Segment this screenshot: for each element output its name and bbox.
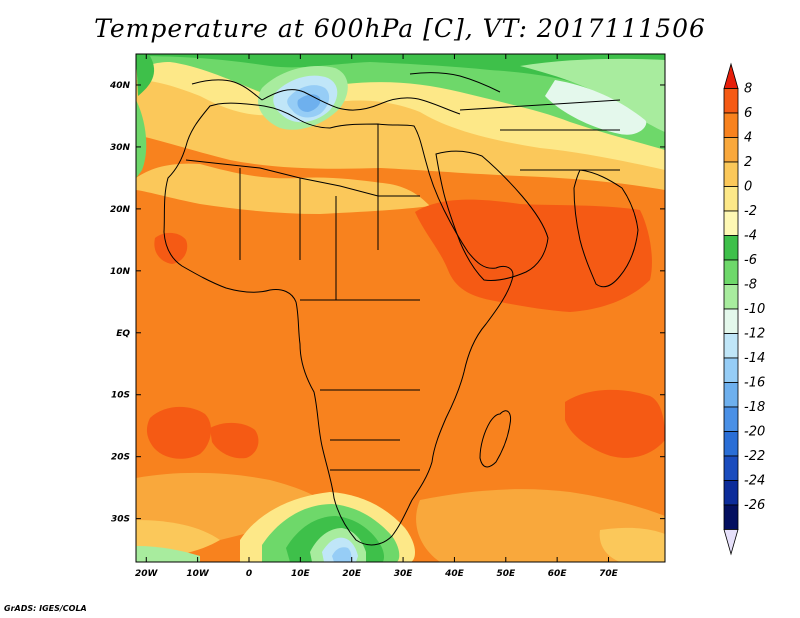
lon-tick-label: 20W [135, 569, 159, 579]
colorbar-label: -8 [744, 278, 757, 293]
colorbar-label: -18 [744, 400, 765, 415]
colorbar-label: 6 [744, 106, 752, 121]
lon-tick-label: 50E [496, 569, 516, 579]
colorbar-segment [723, 88, 739, 114]
colorbar-bottom-triangle [723, 529, 739, 556]
plot-frame [135, 53, 666, 563]
colorbar-segment [723, 210, 739, 236]
colorbar-segment [723, 431, 739, 457]
lat-tick-label: 30S [111, 515, 130, 525]
colorbar-segment [723, 308, 739, 334]
colorbar-label: -20 [744, 425, 765, 440]
colorbar-segment [723, 455, 739, 481]
lon-tick-label: 10E [291, 569, 311, 579]
colorbar-segment [723, 357, 739, 383]
latitude-axis: 40N 30N 20N 10N EQ 10S 20S 30S [109, 81, 665, 525]
colorbar-segment [723, 504, 739, 530]
lat-tick-label: 40N [109, 81, 131, 91]
colorbar-label: 0 [744, 180, 752, 195]
colorbar-segment [723, 186, 739, 212]
colorbar-label: -10 [744, 302, 765, 317]
colorbar-label: -22 [744, 449, 765, 464]
colorbar-segment [723, 480, 739, 506]
colorbar-segment [723, 161, 739, 187]
colorbar-label: -26 [744, 498, 765, 513]
map-title: Temperature at 600hPa [C], VT: 201711150… [94, 14, 706, 43]
colorbar-label: -6 [744, 253, 757, 268]
lon-tick-label: 60E [548, 569, 568, 579]
lat-tick-label: 20N [110, 205, 131, 215]
colorbar: 8 6 4 2 0 -2 -4 -6 -8 -10 -12 -14 -16 -18 -20 -22 -24 -26 [723, 62, 765, 556]
lat-tick-label: 10S [111, 391, 130, 401]
colorbar-label: 4 [744, 131, 752, 146]
lat-tick-label: EQ [116, 329, 130, 339]
credit-text: GrADS: IGES/COLA [4, 604, 87, 613]
colorbar-top-triangle [723, 62, 739, 89]
colorbar-label: 8 [744, 82, 752, 97]
colorbar-label: -12 [744, 327, 765, 342]
colorbar-segment [723, 406, 739, 432]
colorbar-label: -24 [744, 474, 765, 489]
lon-tick-label: 30E [394, 569, 414, 579]
lon-tick-label: 70E [599, 569, 619, 579]
colorbar-label: -2 [744, 204, 757, 219]
lon-tick-label: 40E [444, 569, 465, 579]
lon-tick-label: 10W [186, 569, 210, 579]
colorbar-segment [723, 137, 739, 163]
lat-tick-label: 30N [110, 143, 131, 153]
longitude-axis: 20W 10W 0 10E 20E 30E 40E 50E 60E 70E [135, 54, 619, 579]
lat-tick-label: 20S [111, 453, 130, 463]
colorbar-label: 2 [744, 155, 752, 170]
colorbar-label: -14 [744, 351, 765, 366]
colorbar-label: -16 [744, 376, 765, 391]
colorbar-segment [723, 259, 739, 285]
colorbar-segment [723, 235, 739, 261]
colorbar-segment [723, 112, 739, 138]
colorbar-segment [723, 333, 739, 359]
lat-tick-label: 10N [110, 267, 131, 277]
lon-tick-label: 0 [246, 569, 252, 579]
lon-tick-label: 20E [342, 569, 362, 579]
colorbar-segment [723, 382, 739, 408]
colorbar-segment [723, 284, 739, 310]
colorbar-label: -4 [744, 229, 757, 244]
coastlines [163, 72, 639, 546]
